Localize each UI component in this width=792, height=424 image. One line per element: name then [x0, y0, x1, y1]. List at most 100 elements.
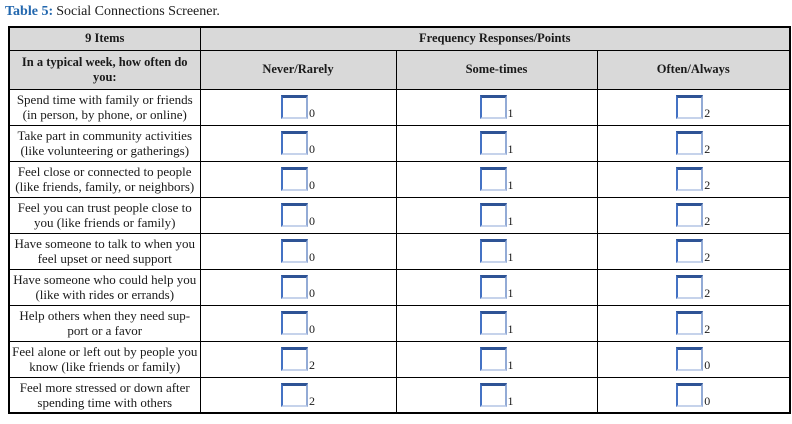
option-cell-sometimes: 1 — [395, 304, 598, 342]
option-cell-sometimes: 1 — [395, 232, 598, 270]
table-caption: Table 5: Social Connections Screener. — [0, 0, 792, 21]
item-label: Feel more stressed or down after spendin… — [8, 376, 201, 414]
table-row: Feel you can trust people close to you (… — [8, 196, 791, 234]
checkbox-group: 0 — [281, 275, 315, 299]
item-label: Have someone who could help you (like wi… — [8, 268, 201, 306]
response-checkbox[interactable] — [281, 382, 308, 407]
header-frequency-span: Frequency Responses/Points — [199, 26, 791, 51]
point-value: 2 — [704, 142, 711, 156]
response-checkbox[interactable] — [676, 275, 704, 299]
response-checkbox[interactable] — [479, 131, 507, 155]
response-checkbox[interactable] — [676, 95, 704, 119]
checkbox-group: 1 — [479, 275, 514, 299]
checkbox-group: 1 — [479, 382, 514, 408]
response-checkbox[interactable] — [281, 275, 308, 299]
point-value: 2 — [704, 286, 711, 300]
checkbox-group: 0 — [281, 167, 315, 191]
header-option-often-always: Often/Always — [596, 49, 791, 90]
response-checkbox[interactable] — [676, 382, 704, 407]
option-cell-sometimes: 1 — [395, 340, 598, 378]
point-value: 0 — [309, 322, 315, 336]
point-value: 0 — [309, 250, 315, 264]
table-caption-label: Table 5: — [5, 4, 54, 19]
option-cell-often-always: 0 — [596, 340, 791, 378]
response-checkbox[interactable] — [676, 131, 704, 155]
response-checkbox[interactable] — [281, 95, 308, 119]
checkbox-group: 0 — [676, 347, 710, 371]
point-value: 1 — [507, 393, 514, 408]
response-checkbox[interactable] — [281, 311, 308, 335]
point-value: 1 — [507, 214, 514, 228]
item-label: Feel close or connected to people (like … — [8, 160, 201, 198]
item-label: Feel you can trust people close to you (… — [8, 196, 201, 234]
checkbox-group: 0 — [281, 311, 315, 335]
option-cell-never-rarely: 0 — [199, 304, 397, 342]
checkbox-group: 0 — [281, 95, 315, 119]
response-checkbox[interactable] — [676, 311, 704, 335]
response-checkbox[interactable] — [676, 167, 704, 191]
point-value: 2 — [309, 393, 315, 408]
option-cell-sometimes: 1 — [395, 268, 598, 306]
header-items-count: 9 Items — [8, 26, 201, 51]
table-row: Spend time with family or friends (in pe… — [8, 88, 791, 126]
response-checkbox[interactable] — [281, 131, 308, 155]
checkbox-group: 2 — [676, 275, 710, 299]
header-option-never-rarely: Never/Rarely — [199, 49, 397, 90]
option-cell-sometimes: 1 — [395, 376, 598, 414]
checkbox-group: 2 — [281, 382, 315, 408]
option-cell-often-always: 2 — [596, 160, 791, 198]
item-label: Feel alone or left out by people you kno… — [8, 340, 201, 378]
point-value: 0 — [309, 106, 315, 120]
response-checkbox[interactable] — [479, 167, 507, 191]
option-cell-never-rarely: 0 — [199, 160, 397, 198]
checkbox-group: 0 — [281, 203, 315, 227]
response-checkbox[interactable] — [479, 382, 507, 407]
table-row: Help others when they need sup- port or … — [8, 304, 791, 342]
response-checkbox[interactable] — [479, 203, 507, 227]
table-row: Have someone who could help you (like wi… — [8, 268, 791, 306]
table-row: Feel close or connected to people (like … — [8, 160, 791, 198]
table-row: Feel more stressed or down after spendin… — [8, 376, 791, 414]
response-checkbox[interactable] — [479, 311, 507, 335]
item-label: Spend time with family or friends (in pe… — [8, 88, 201, 126]
option-cell-never-rarely: 0 — [199, 88, 397, 126]
item-label: Have someone to talk to when you feel up… — [8, 232, 201, 270]
option-cell-often-always: 0 — [596, 376, 791, 414]
checkbox-group: 2 — [676, 95, 710, 119]
response-checkbox[interactable] — [479, 347, 507, 371]
response-checkbox[interactable] — [479, 95, 507, 119]
option-cell-never-rarely: 2 — [199, 376, 397, 414]
point-value: 0 — [309, 214, 315, 228]
point-value: 2 — [704, 106, 711, 120]
point-value: 1 — [507, 142, 514, 156]
option-cell-never-rarely: 0 — [199, 196, 397, 234]
checkbox-group: 2 — [676, 131, 710, 155]
checkbox-group: 2 — [676, 203, 710, 227]
item-label: Help others when they need sup- port or … — [8, 304, 201, 342]
point-value: 1 — [507, 322, 514, 336]
point-value: 2 — [309, 358, 315, 372]
option-cell-sometimes: 1 — [395, 88, 598, 126]
point-value: 1 — [507, 358, 514, 372]
checkbox-group: 1 — [479, 239, 514, 263]
response-checkbox[interactable] — [479, 275, 507, 299]
checkbox-group: 2 — [676, 167, 710, 191]
response-checkbox[interactable] — [676, 239, 704, 263]
header-option-sometimes: Some-times — [395, 49, 598, 90]
option-cell-never-rarely: 0 — [199, 232, 397, 270]
point-value: 0 — [309, 286, 315, 300]
point-value: 2 — [704, 178, 711, 192]
checkbox-group: 2 — [676, 239, 710, 263]
point-value: 2 — [704, 214, 711, 228]
response-checkbox[interactable] — [676, 347, 704, 371]
response-checkbox[interactable] — [281, 239, 308, 263]
option-cell-never-rarely: 2 — [199, 340, 397, 378]
response-checkbox[interactable] — [281, 347, 308, 371]
response-checkbox[interactable] — [281, 167, 308, 191]
checkbox-group: 0 — [281, 239, 315, 263]
response-checkbox[interactable] — [281, 203, 308, 227]
option-cell-often-always: 2 — [596, 196, 791, 234]
item-label: Take part in community activities (like … — [8, 124, 201, 162]
response-checkbox[interactable] — [676, 203, 704, 227]
response-checkbox[interactable] — [479, 239, 507, 263]
